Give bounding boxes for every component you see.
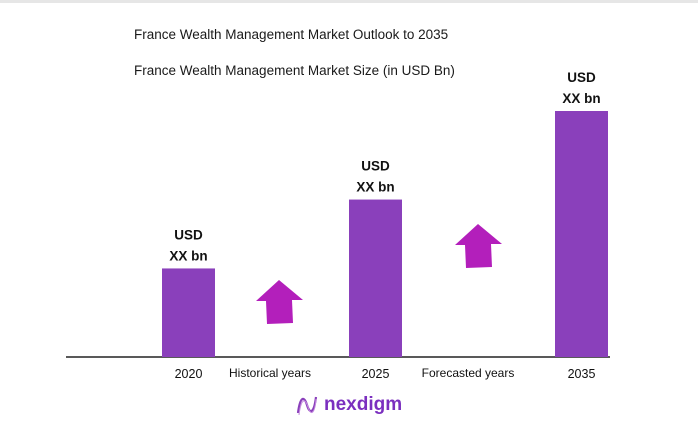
annotation-label: Forecasted years <box>422 366 515 380</box>
logo-text: nexdigm <box>324 394 403 415</box>
x-tick-label: 2035 <box>568 367 596 381</box>
annotation-label: Historical years <box>229 366 311 380</box>
bar-2020 <box>162 268 215 357</box>
x-tick-label: 2025 <box>362 367 390 381</box>
data-label-line1: USD <box>361 159 390 174</box>
up-arrow-icon <box>455 224 502 268</box>
chart-subtitle: France Wealth Management Market Size (in… <box>134 63 455 78</box>
logo-icon <box>296 396 318 416</box>
bar-2035 <box>555 111 608 357</box>
top-border <box>0 0 698 3</box>
data-label-line2: XX bn <box>169 248 207 263</box>
data-label-line1: USD <box>567 70 596 85</box>
chart-title: France Wealth Management Market Outlook … <box>134 27 449 42</box>
bar-2025 <box>349 199 402 357</box>
data-label-line1: USD <box>174 227 203 242</box>
x-tick-label: 2020 <box>175 367 203 381</box>
up-arrow-icon <box>256 280 303 324</box>
logo: nexdigm <box>296 393 402 417</box>
data-label-line2: XX bn <box>356 180 394 195</box>
data-label-line2: XX bn <box>562 91 600 106</box>
